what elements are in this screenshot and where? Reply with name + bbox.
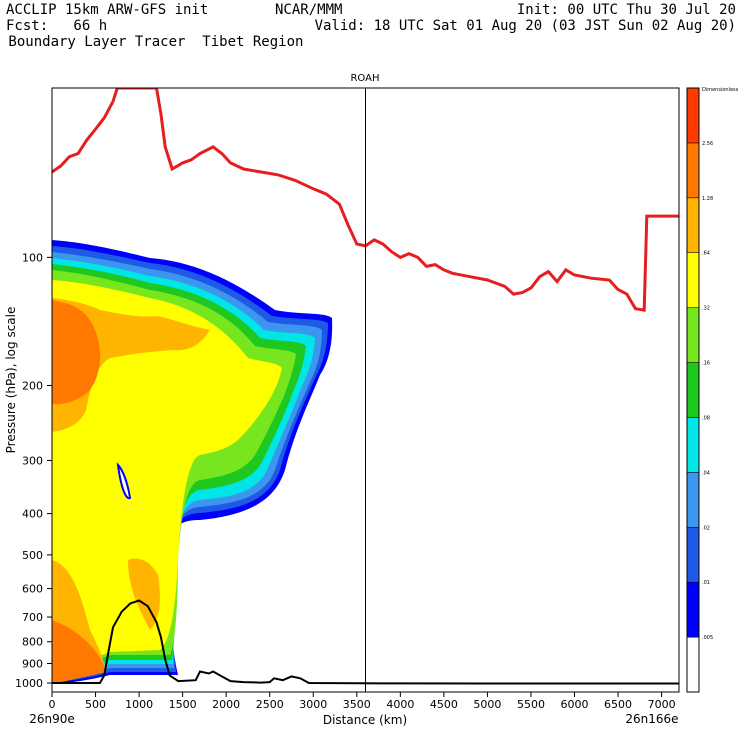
x-tick-label: 5000	[473, 698, 501, 711]
x-tick-label: 7000	[648, 698, 676, 711]
colorbar-swatch	[686, 472, 700, 528]
valid-time: Valid: 18 UTC Sat 01 Aug 20 (03 JST Sun …	[314, 18, 736, 34]
colorbar: .005 .01 .02 .04 .08 .16 .32 .64 1.28 2.56 Dimensi…	[686, 87, 739, 693]
y-axis-label: Pressure (hPa), log scale	[4, 307, 18, 454]
x-tick-label: 1500	[169, 698, 197, 711]
colorbar-swatch	[686, 87, 700, 144]
y-tick-label: 500	[22, 549, 43, 562]
endpoint-right: 26n166e	[625, 712, 678, 726]
x-tick-label: 0	[49, 698, 56, 711]
x-tick-label: 2000	[212, 698, 240, 711]
y-axis: 100 200 300 400 500 600 700 800 900 1000	[15, 251, 52, 690]
colorbar-level-label: .04	[702, 470, 710, 476]
tracer-contour-level-7	[52, 280, 282, 668]
colorbar-level-label: .64	[702, 251, 710, 257]
terrain-line	[52, 599, 679, 685]
colorbar-level-label: .02	[702, 525, 710, 531]
x-axis: 0 500 1000 1500 2000 2500 3000 3500 4000 4500 5000…	[49, 692, 676, 711]
y-tick-label: 200	[22, 379, 43, 392]
colorbar-swatch	[686, 417, 700, 473]
colorbar-level-label: 1.28	[702, 196, 713, 202]
colorbar-frame	[686, 87, 700, 693]
colorbar-level-label: .16	[702, 361, 710, 367]
tracer-weak-hole	[116, 462, 132, 500]
colorbar-level-label: .32	[702, 306, 710, 312]
colorbar-swatch	[686, 197, 700, 253]
x-tick-label: 4500	[430, 698, 458, 711]
tracer-contour-level-9	[52, 300, 106, 684]
x-tick-label: 3500	[343, 698, 371, 711]
colorbar-level-label: .005	[702, 635, 713, 641]
model-title: ACCLIP 15km ARW-GFS init	[6, 2, 209, 18]
x-tick-label: 1000	[125, 698, 153, 711]
x-tick-label: 5500	[517, 698, 545, 711]
y-tick-label: 400	[22, 508, 43, 521]
colorbar-swatch	[686, 307, 700, 363]
y-tick-label: 600	[22, 583, 43, 596]
colorbar-level-label: .08	[702, 415, 710, 421]
x-tick-label: 3000	[299, 698, 327, 711]
tropopause-line	[52, 88, 679, 312]
colorbar-swatch	[686, 142, 700, 199]
colorbar-level-label: 2.56	[702, 141, 713, 147]
x-tick-label: 2500	[256, 698, 284, 711]
y-tick-label: 800	[22, 636, 43, 649]
x-axis-label: Distance (km)	[323, 713, 407, 727]
colorbar-swatch	[686, 362, 700, 418]
endpoint-left: 26n90e	[29, 712, 75, 726]
colorbar-level-label: .01	[702, 580, 710, 586]
init-time: Init: 00 UTC Thu 30 Jul 20	[516, 2, 736, 18]
forecast-hour: Fcst: 66 h	[6, 18, 108, 34]
x-tick-label: 6000	[561, 698, 589, 711]
colorbar-swatch	[686, 581, 700, 638]
institution-label: NCAR/MMM	[275, 2, 343, 18]
x-tick-label: 500	[85, 698, 106, 711]
y-tick-label: 1000	[15, 677, 43, 690]
x-tick-label: 6500	[604, 698, 632, 711]
y-tick-label: 900	[22, 658, 43, 671]
x-tick-label: 4000	[386, 698, 414, 711]
chart-title: ROAH	[350, 73, 379, 84]
plot-frame	[51, 87, 680, 693]
colorbar-swatch	[686, 636, 700, 693]
y-tick-label: 300	[22, 454, 43, 467]
field-title: Boundary Layer Tracer Tibet Region	[0, 34, 304, 50]
y-tick-label: 100	[22, 251, 43, 264]
y-tick-label: 700	[22, 611, 43, 624]
tracer-field	[52, 240, 333, 684]
colorbar-title: Dimensionless	[702, 87, 739, 93]
colorbar-swatch	[686, 527, 700, 583]
colorbar-swatch	[686, 252, 700, 308]
